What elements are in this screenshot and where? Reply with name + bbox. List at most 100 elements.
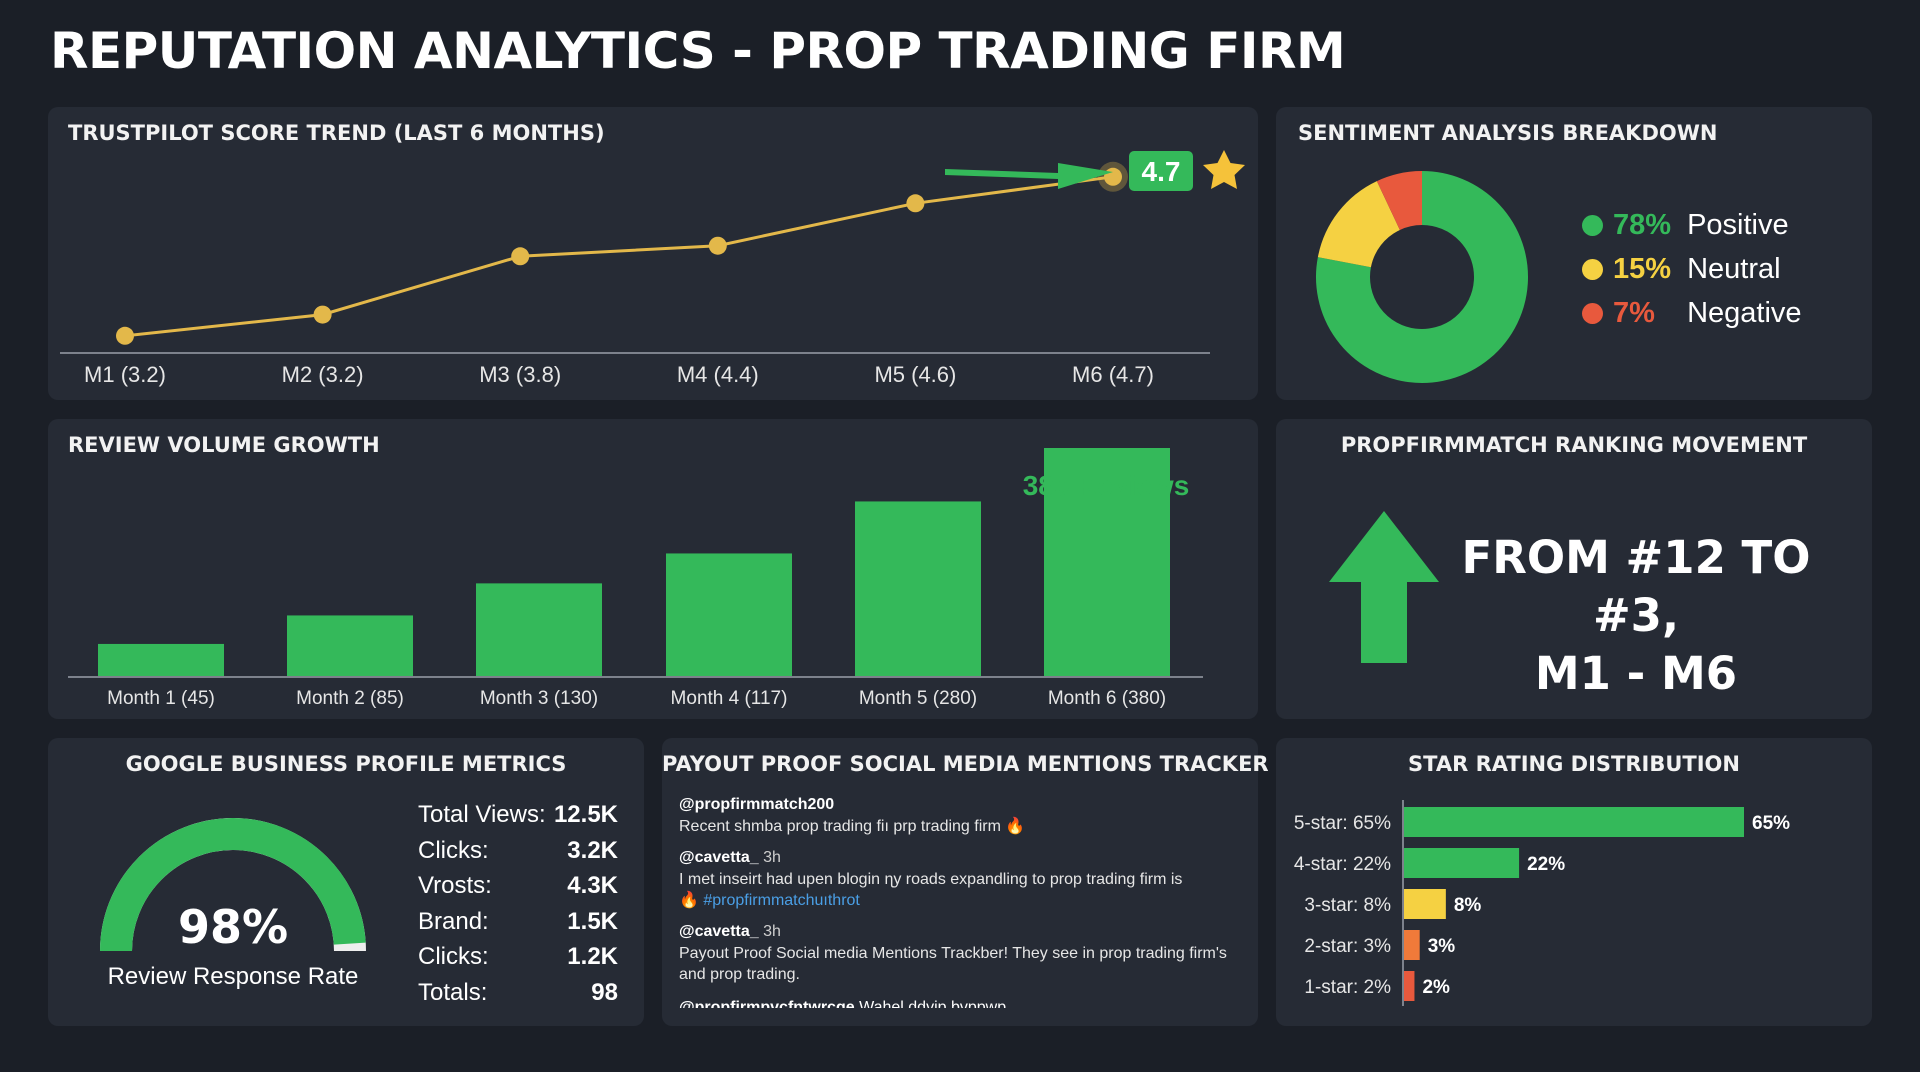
- negative-dot: [1582, 303, 1603, 324]
- star-bar: [1404, 848, 1520, 878]
- star-value-label: 22%: [1527, 854, 1565, 875]
- star-value-label: 8%: [1454, 895, 1482, 916]
- volume-bar: [855, 501, 981, 676]
- volume-bar: [98, 643, 224, 676]
- metric-value: 1.2K: [567, 943, 618, 970]
- gauge-value: 98%: [177, 900, 289, 954]
- legend-positive: 78% Positive: [1582, 209, 1789, 242]
- mention-handle: @cavetta_ 3h: [679, 849, 781, 866]
- ranking-title: PROPFIRMMATCH RANKING MOVEMENT: [1340, 433, 1808, 457]
- negative-pct: 7%: [1613, 297, 1655, 329]
- star-category-label: 1-star: 2%: [1304, 977, 1391, 998]
- trustpilot-trend-title: TRUSTPILOT SCORE TREND (LAST 6 MONTHS): [68, 121, 605, 145]
- star-bar: [1404, 889, 1446, 919]
- volume-bar: [666, 553, 792, 676]
- trend-point: [511, 247, 530, 266]
- metric-row: Total Views: 12.5K: [418, 801, 618, 837]
- google-metrics-card: GOOGLE BUSINESS PROFILE METRICS 98% Revi…: [48, 738, 644, 1026]
- star-distribution-title: STAR RATING DISTRIBUTION: [1408, 752, 1740, 776]
- trend-point: [116, 326, 134, 345]
- ranking-line-2: M1 - M6: [1534, 647, 1738, 700]
- review-volume-bar-chart: Month 1 (45) Month 2 (85) Month 3 (130) Mon…: [68, 448, 1203, 709]
- social-mentions-title: PAYOUT PROOF SOCIAL MEDIA MENTIONS TRACK…: [662, 752, 1269, 776]
- star-bar: [1404, 971, 1415, 1001]
- positive-pct: 78%: [1613, 209, 1672, 241]
- star-value-label: 65%: [1752, 813, 1790, 834]
- neutral-dot: [1582, 259, 1603, 280]
- metric-value: 4.3K: [567, 872, 618, 899]
- trustpilot-trend-card: TRUSTPILOT SCORE TREND (LAST 6 MONTHS) M…: [48, 107, 1258, 400]
- donut-slice-positive: [1316, 171, 1528, 383]
- metric-row: Brand: 1.5K: [418, 908, 618, 944]
- mention-text: Recent shmba prop trading fiı prp tradin…: [679, 818, 1026, 835]
- metric-row: Clicks: 1.2K: [418, 943, 618, 979]
- metric-row: Clicks: 3.2K: [418, 837, 618, 873]
- volume-highlight: 380 Reviews: [1023, 470, 1190, 501]
- google-metrics-title: GOOGLE BUSINESS PROFILE METRICS: [125, 752, 567, 776]
- x-tick-label: Month 6 (380): [1048, 688, 1166, 709]
- volume-bar: [1044, 448, 1170, 676]
- metric-label: Vrosts:: [418, 872, 492, 899]
- sentiment-card: SENTIMENT ANALYSIS BREAKDOWN 78% Positiv…: [1276, 107, 1872, 400]
- star-value-label: 2%: [1422, 977, 1450, 998]
- metric-label: Totals:: [418, 979, 488, 1006]
- star-category-label: 3-star: 8%: [1304, 895, 1391, 916]
- legend-negative: 7% Negative: [1582, 297, 1802, 330]
- metric-label: Brand:: [418, 908, 489, 935]
- x-tick-label: Month 5 (280): [859, 688, 977, 709]
- score-badge: 4.7: [1142, 156, 1181, 187]
- positive-dot: [1582, 215, 1603, 236]
- x-tick-label: Month 2 (85): [296, 688, 404, 709]
- trend-line: [124, 175, 1114, 338]
- score-badge-bg: [1129, 151, 1193, 191]
- trend-point: [313, 305, 332, 324]
- x-tick-label: Month 3 (130): [480, 688, 598, 709]
- star-bar: [1404, 807, 1744, 837]
- gauge-label: Review Response Rate: [107, 963, 359, 990]
- x-tick-label: M3 (3.8): [479, 362, 561, 387]
- mention-handle: @propfirmpvcfntwrcqe Wahel ddvip bvppwp: [679, 999, 1007, 1008]
- mention-post[interactable]: @cavetta_ 3h I met inseirt had upen blog…: [679, 849, 1239, 911]
- x-tick-label: M6 (4.7): [1072, 362, 1154, 387]
- star-distribution-card: STAR RATING DISTRIBUTION 5-star: 65% 65% 4…: [1276, 738, 1872, 1026]
- arrow-up-icon: [1329, 511, 1439, 663]
- positive-label: Positive: [1687, 209, 1789, 241]
- star-category-label: 2-star: 3%: [1304, 936, 1391, 957]
- donut-slice-negative: [1376, 171, 1424, 231]
- mention-hashtag[interactable]: 🔥 #propfirmmatchuıthrot: [679, 892, 860, 909]
- x-tick-label: Month 1 (45): [107, 688, 215, 709]
- page-title: REPUTATION ANALYTICS - PROP TRADING FIRM: [50, 22, 1346, 80]
- x-tick-label: M4 (4.4): [677, 362, 759, 387]
- x-tick-label: Month 4 (117): [671, 688, 788, 709]
- star-bar: [1404, 930, 1420, 960]
- mention-post[interactable]: @cavetta_ 3h Payout Proof Social media M…: [679, 923, 1239, 985]
- star-distribution-chart: 5-star: 65% 65% 4-star: 22% 22% 3-star: 8% 8%…: [1294, 800, 1790, 1006]
- mention-text: Payout Proof Social media Mentions Track…: [679, 945, 1227, 983]
- trend-point: [1104, 167, 1122, 186]
- trustpilot-line-chart: M1 (3.2) M2 (3.2) M3 (3.8) M4 (4.4) M5 (4.6)…: [60, 150, 1245, 387]
- star-value-label: 3%: [1428, 936, 1456, 957]
- mention-handle: @cavetta_ 3h: [679, 923, 781, 940]
- arrow-right-icon: [945, 163, 1113, 189]
- ranking-text: FROM #12 TO #3, M1 - M6: [1436, 529, 1836, 703]
- volume-bar: [287, 615, 413, 676]
- neutral-label: Neutral: [1687, 253, 1781, 285]
- response-rate-gauge: [100, 818, 366, 952]
- mention-post[interactable]: @propfirmpvcfntwrcqe Wahel ddvip bvppwp: [679, 997, 1239, 1008]
- social-mentions-card: PAYOUT PROOF SOCIAL MEDIA MENTIONS TRACK…: [662, 738, 1287, 1026]
- mentions-list[interactable]: @propfirmmatch200 Recent shmba prop trad…: [679, 796, 1239, 1008]
- volume-bar: [476, 583, 602, 676]
- mention-text: I met inseirt had upen blogin ɳy roads e…: [679, 871, 1183, 909]
- trend-point: [708, 236, 727, 255]
- trend-point: [906, 194, 925, 213]
- mention-post[interactable]: @propfirmmatch200 Recent shmba prop trad…: [679, 796, 1239, 837]
- metric-value: 98: [591, 979, 618, 1006]
- x-tick-label: M5 (4.6): [874, 362, 956, 387]
- star-icon: [1203, 150, 1245, 189]
- metric-value: 12.5K: [553, 801, 618, 828]
- metric-value: 1.5K: [567, 908, 618, 935]
- ranking-card: PROPFIRMMATCH RANKING MOVEMENT FROM #12 …: [1276, 419, 1872, 719]
- review-volume-card: REVIEW VOLUME GROWTH Month 1 (45) Month 2…: [48, 419, 1258, 719]
- sentiment-donut-chart: [1316, 171, 1528, 383]
- metric-label: Clicks:: [418, 837, 489, 864]
